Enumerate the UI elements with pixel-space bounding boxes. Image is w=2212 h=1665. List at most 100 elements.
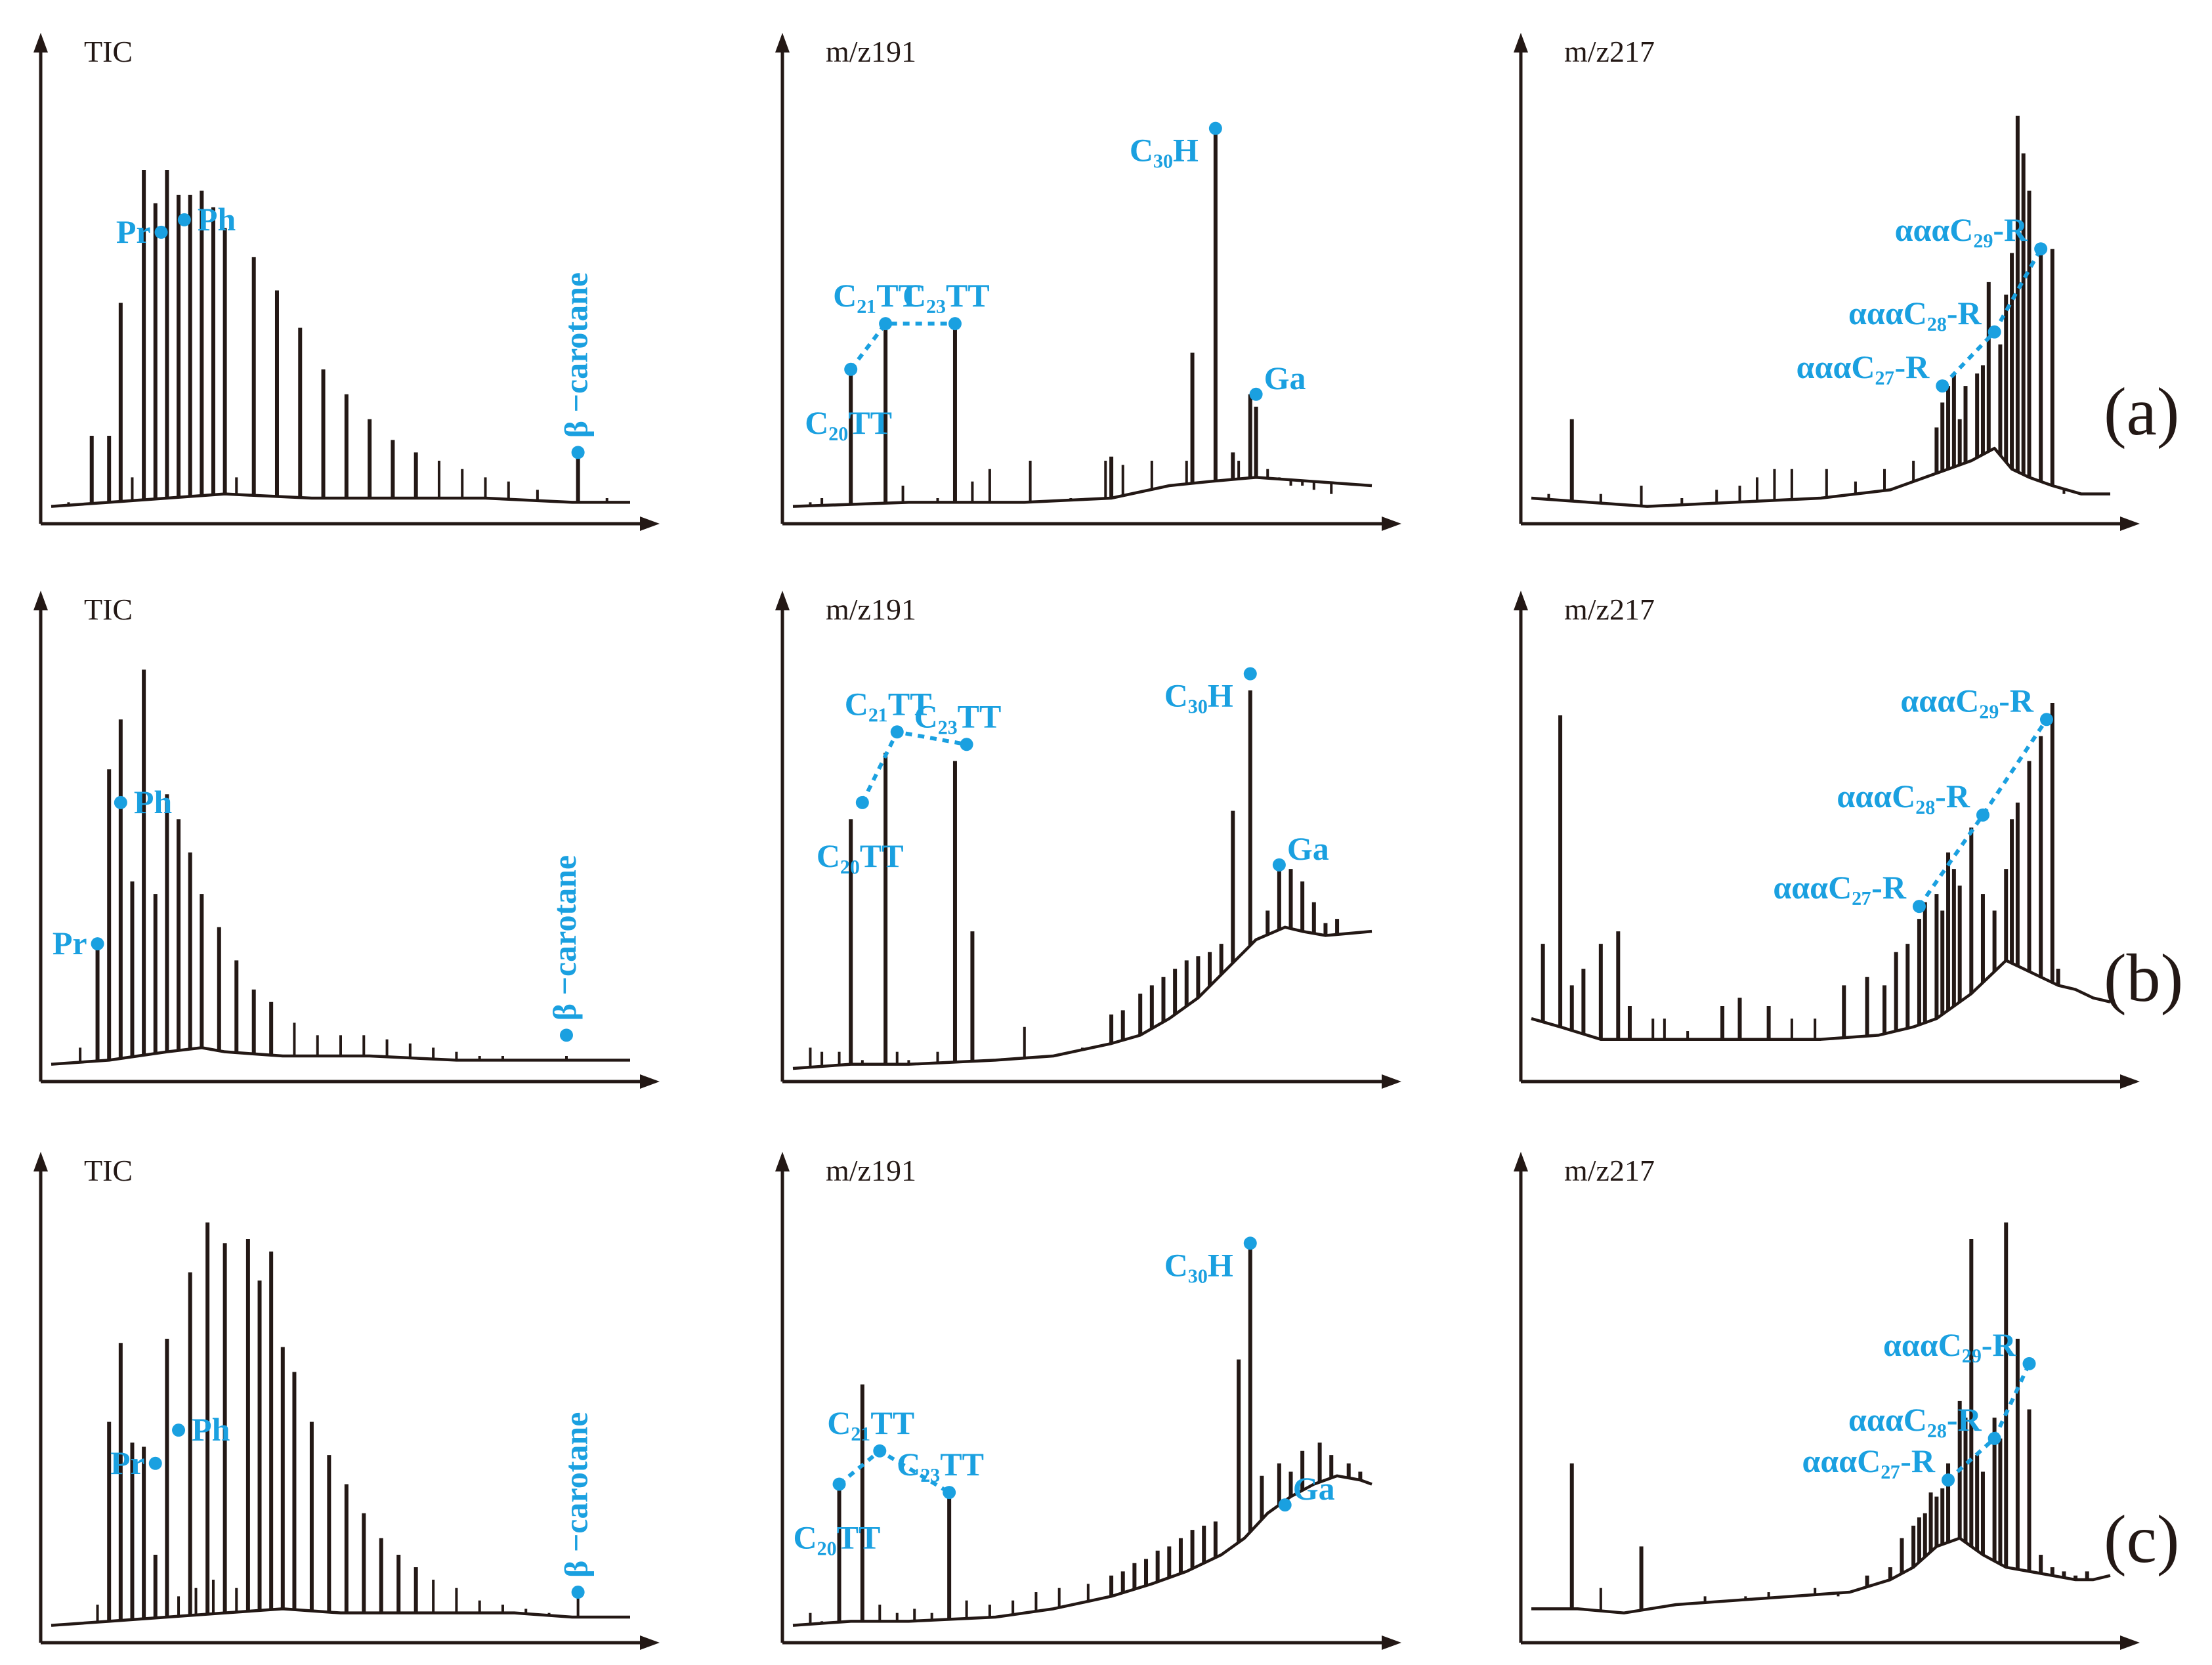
peak-label: C₃₀H — [1164, 1246, 1233, 1283]
y-axis-arrow-icon — [33, 591, 48, 610]
peak-label: αααC₂₈-R — [1837, 778, 1970, 814]
peak-label: Ph — [134, 784, 173, 820]
peak-marker — [2022, 1357, 2036, 1370]
peak-label: αααC₂₈-R — [1848, 295, 1982, 331]
peak-label: Ga — [1264, 360, 1306, 396]
peak-marker — [571, 1586, 585, 1599]
peak-marker — [2034, 242, 2048, 256]
x-axis-arrow-icon — [640, 1074, 660, 1089]
peak-label: Ph — [198, 201, 236, 238]
peak-label: αααC₂₇-R — [1797, 348, 1930, 385]
peak-marker — [960, 738, 973, 751]
x-axis-arrow-icon — [1382, 516, 1401, 531]
y-axis-arrow-icon — [33, 33, 48, 53]
peak-label: C₃₀H — [1164, 677, 1233, 714]
peak-marker — [1976, 808, 1989, 822]
peak-marker — [1988, 1431, 2001, 1445]
peak-marker — [879, 317, 893, 331]
peak-marker — [890, 725, 904, 739]
peak-label: C₃₀H — [1130, 132, 1199, 169]
x-axis-arrow-icon — [640, 516, 660, 531]
baseline-trace — [1531, 1536, 2111, 1614]
x-axis-arrow-icon — [640, 1635, 660, 1650]
peak-marker — [559, 1028, 573, 1042]
chart-panel-8: m/z191 C₂₀TT C₂₁TT C₂₃TT C₃₀H Ga — [775, 1152, 1401, 1650]
chart-title: m/z191 — [826, 593, 916, 626]
chart-panel-3: m/z217 αααC₂₇-R αααC₂₈-R αααC₂₉-R — [1514, 33, 2140, 531]
row-label-c: (c) — [2104, 1502, 2179, 1577]
peak-marker — [154, 225, 168, 239]
x-axis-arrow-icon — [2120, 1635, 2140, 1650]
y-axis-arrow-icon — [775, 591, 790, 610]
chart-title: m/z217 — [1564, 1154, 1655, 1187]
sterane-trend-line — [1947, 1362, 2031, 1482]
peak-marker — [1208, 121, 1222, 135]
row-label-a: (a) — [2104, 374, 2179, 450]
peak-marker — [571, 446, 585, 459]
peak-marker — [1942, 1473, 1955, 1487]
peak-label: αααC₂₉-R — [1900, 682, 2033, 719]
sterane-trend-line — [1917, 718, 2049, 908]
y-axis-arrow-icon — [1514, 33, 1528, 53]
baseline-trace — [792, 925, 1372, 1070]
chart-title: TIC — [84, 35, 133, 68]
peak-label: αααC₂₉-R — [1895, 211, 2028, 248]
peak-label: C₂₃TT — [903, 277, 990, 314]
peak-label: C₂₃TT — [914, 698, 1002, 734]
peak-marker — [855, 795, 869, 809]
peak-label: C₂₁TT — [827, 1404, 914, 1441]
peak-marker — [1278, 1498, 1292, 1512]
peak-marker — [91, 937, 104, 951]
y-axis-arrow-icon — [775, 1152, 790, 1171]
chart-title: TIC — [84, 593, 133, 626]
peak-label: αααC₂₈-R — [1848, 1401, 1982, 1438]
y-axis-arrow-icon — [33, 1152, 48, 1171]
peak-label: Ga — [1287, 830, 1329, 867]
x-axis-arrow-icon — [1382, 1635, 1401, 1650]
chart-panel-7: TIC Pr Ph β −carotane — [33, 1152, 660, 1650]
peak-marker — [943, 1486, 956, 1500]
peak-label: αααC₂₇-R — [1802, 1443, 1935, 1479]
row-label-b: (b) — [2104, 940, 2183, 1016]
x-axis-arrow-icon — [2120, 516, 2140, 531]
x-axis-arrow-icon — [1382, 1074, 1401, 1089]
peak-marker — [1272, 858, 1286, 872]
peak-label: αααC₂₉-R — [1883, 1326, 2016, 1363]
peak-marker — [177, 213, 191, 226]
peak-marker — [1912, 900, 1926, 914]
peak-label: C₂₀TT — [805, 404, 892, 441]
baseline-trace — [792, 476, 1372, 508]
baseline-trace — [51, 1046, 630, 1066]
peak-marker — [1243, 667, 1257, 681]
peak-label: C₂₀TT — [794, 1519, 881, 1555]
chart-title: m/z217 — [1564, 35, 1655, 68]
peak-label: Pr — [110, 1444, 145, 1481]
chart-title: m/z191 — [826, 35, 916, 68]
chart-title: m/z217 — [1564, 593, 1655, 626]
peak-label: C₂₁TT — [833, 277, 920, 314]
peak-label: β −carotane — [546, 855, 583, 1021]
peak-label: C₂₁TT — [845, 685, 932, 722]
peak-label: C₂₃TT — [897, 1446, 984, 1483]
y-axis-arrow-icon — [1514, 1152, 1528, 1171]
y-axis-arrow-icon — [775, 33, 790, 53]
peak-label: Pr — [53, 925, 87, 961]
peak-marker — [1988, 325, 2001, 339]
peak-label: Ph — [192, 1411, 230, 1448]
peak-marker — [148, 1456, 162, 1470]
chart-panel-4: TIC Pr Ph β −carotane — [33, 591, 660, 1089]
x-axis-arrow-icon — [2120, 1074, 2140, 1089]
y-axis-arrow-icon — [1514, 591, 1528, 610]
peak-marker — [1249, 387, 1263, 401]
peak-marker — [832, 1477, 846, 1491]
tricyclic-trend-line — [861, 729, 968, 804]
peak-label: Ga — [1293, 1470, 1335, 1507]
chart-panel-1: TIC Pr Ph β −carotane — [33, 33, 660, 531]
peak-marker — [948, 317, 962, 331]
peak-marker — [873, 1444, 887, 1458]
peak-label: β −carotane — [558, 272, 595, 438]
